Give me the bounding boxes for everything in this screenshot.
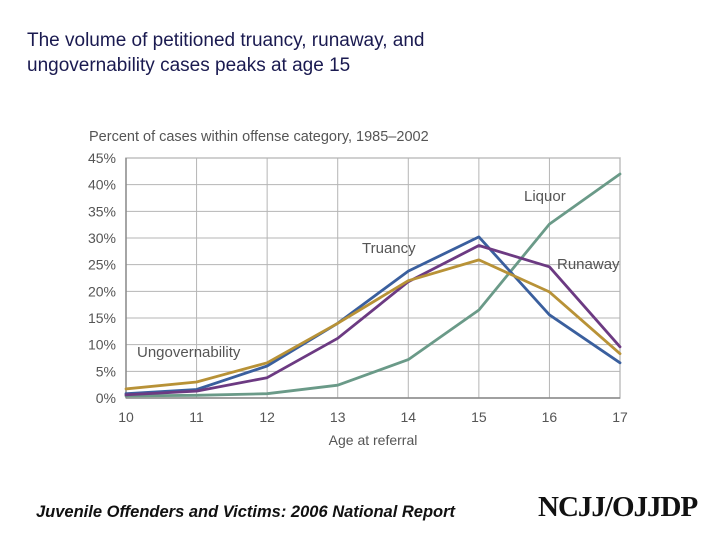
- x-tick-label: 17: [612, 409, 628, 425]
- y-tick-label: 35%: [88, 203, 116, 219]
- x-tick-label: 16: [542, 409, 558, 425]
- x-tick-label: 13: [330, 409, 346, 425]
- slide-title: The volume of petitioned truancy, runawa…: [27, 28, 587, 78]
- series-line-truancy: [124, 235, 622, 396]
- x-tick-label: 10: [118, 409, 134, 425]
- y-tick-label: 10%: [88, 337, 116, 353]
- series-line-liquor: [124, 172, 622, 398]
- series-lines: [124, 172, 622, 398]
- y-tick-label: 25%: [88, 257, 116, 273]
- y-tick-label: 0%: [96, 390, 116, 406]
- series-line-runaway: [124, 244, 622, 397]
- chart-title: Percent of cases within offense category…: [89, 129, 429, 145]
- axes: 0% 5% 10% 15% 20% 25% 30% 35% 40% 45% 10 11 12 13 14 15…: [88, 150, 628, 425]
- logo-text: NCJJ/OJJDP: [538, 491, 698, 523]
- x-tick-label: 11: [189, 409, 204, 425]
- plot-area: [125, 157, 621, 399]
- slide-title-line-1: The volume of petitioned truancy, runawa…: [27, 30, 425, 51]
- x-tick-label: 14: [400, 409, 416, 425]
- x-tick-label: 12: [259, 409, 275, 425]
- y-tick-label: 30%: [88, 230, 116, 246]
- ncjj-ojjdp-logo: NCJJ/OJJDP: [538, 491, 698, 527]
- y-tick-label: 40%: [88, 177, 116, 193]
- series-label-liquor: Liquor: [524, 188, 566, 205]
- series-line-ungovernability: [124, 258, 622, 391]
- y-tick-label: 20%: [88, 283, 116, 299]
- series-labels: Liquor Truancy Runaway Ungovernability: [137, 188, 620, 361]
- series-label-runaway: Runaway: [557, 256, 620, 273]
- x-axis-label: Age at referral: [329, 432, 418, 448]
- y-tick-label: 15%: [88, 310, 116, 326]
- slide-title-line-2: ungovernability cases peaks at age 15: [27, 55, 351, 76]
- series-label-ungovernability: Ungovernability: [137, 344, 241, 361]
- series-label-truancy: Truancy: [362, 240, 416, 257]
- footer-report-title: Juvenile Offenders and Victims: 2006 Nat…: [36, 503, 456, 521]
- y-tick-label: 45%: [88, 150, 116, 166]
- grid: [125, 157, 621, 399]
- y-tick-label: 5%: [96, 363, 116, 379]
- x-tick-label: 15: [471, 409, 487, 425]
